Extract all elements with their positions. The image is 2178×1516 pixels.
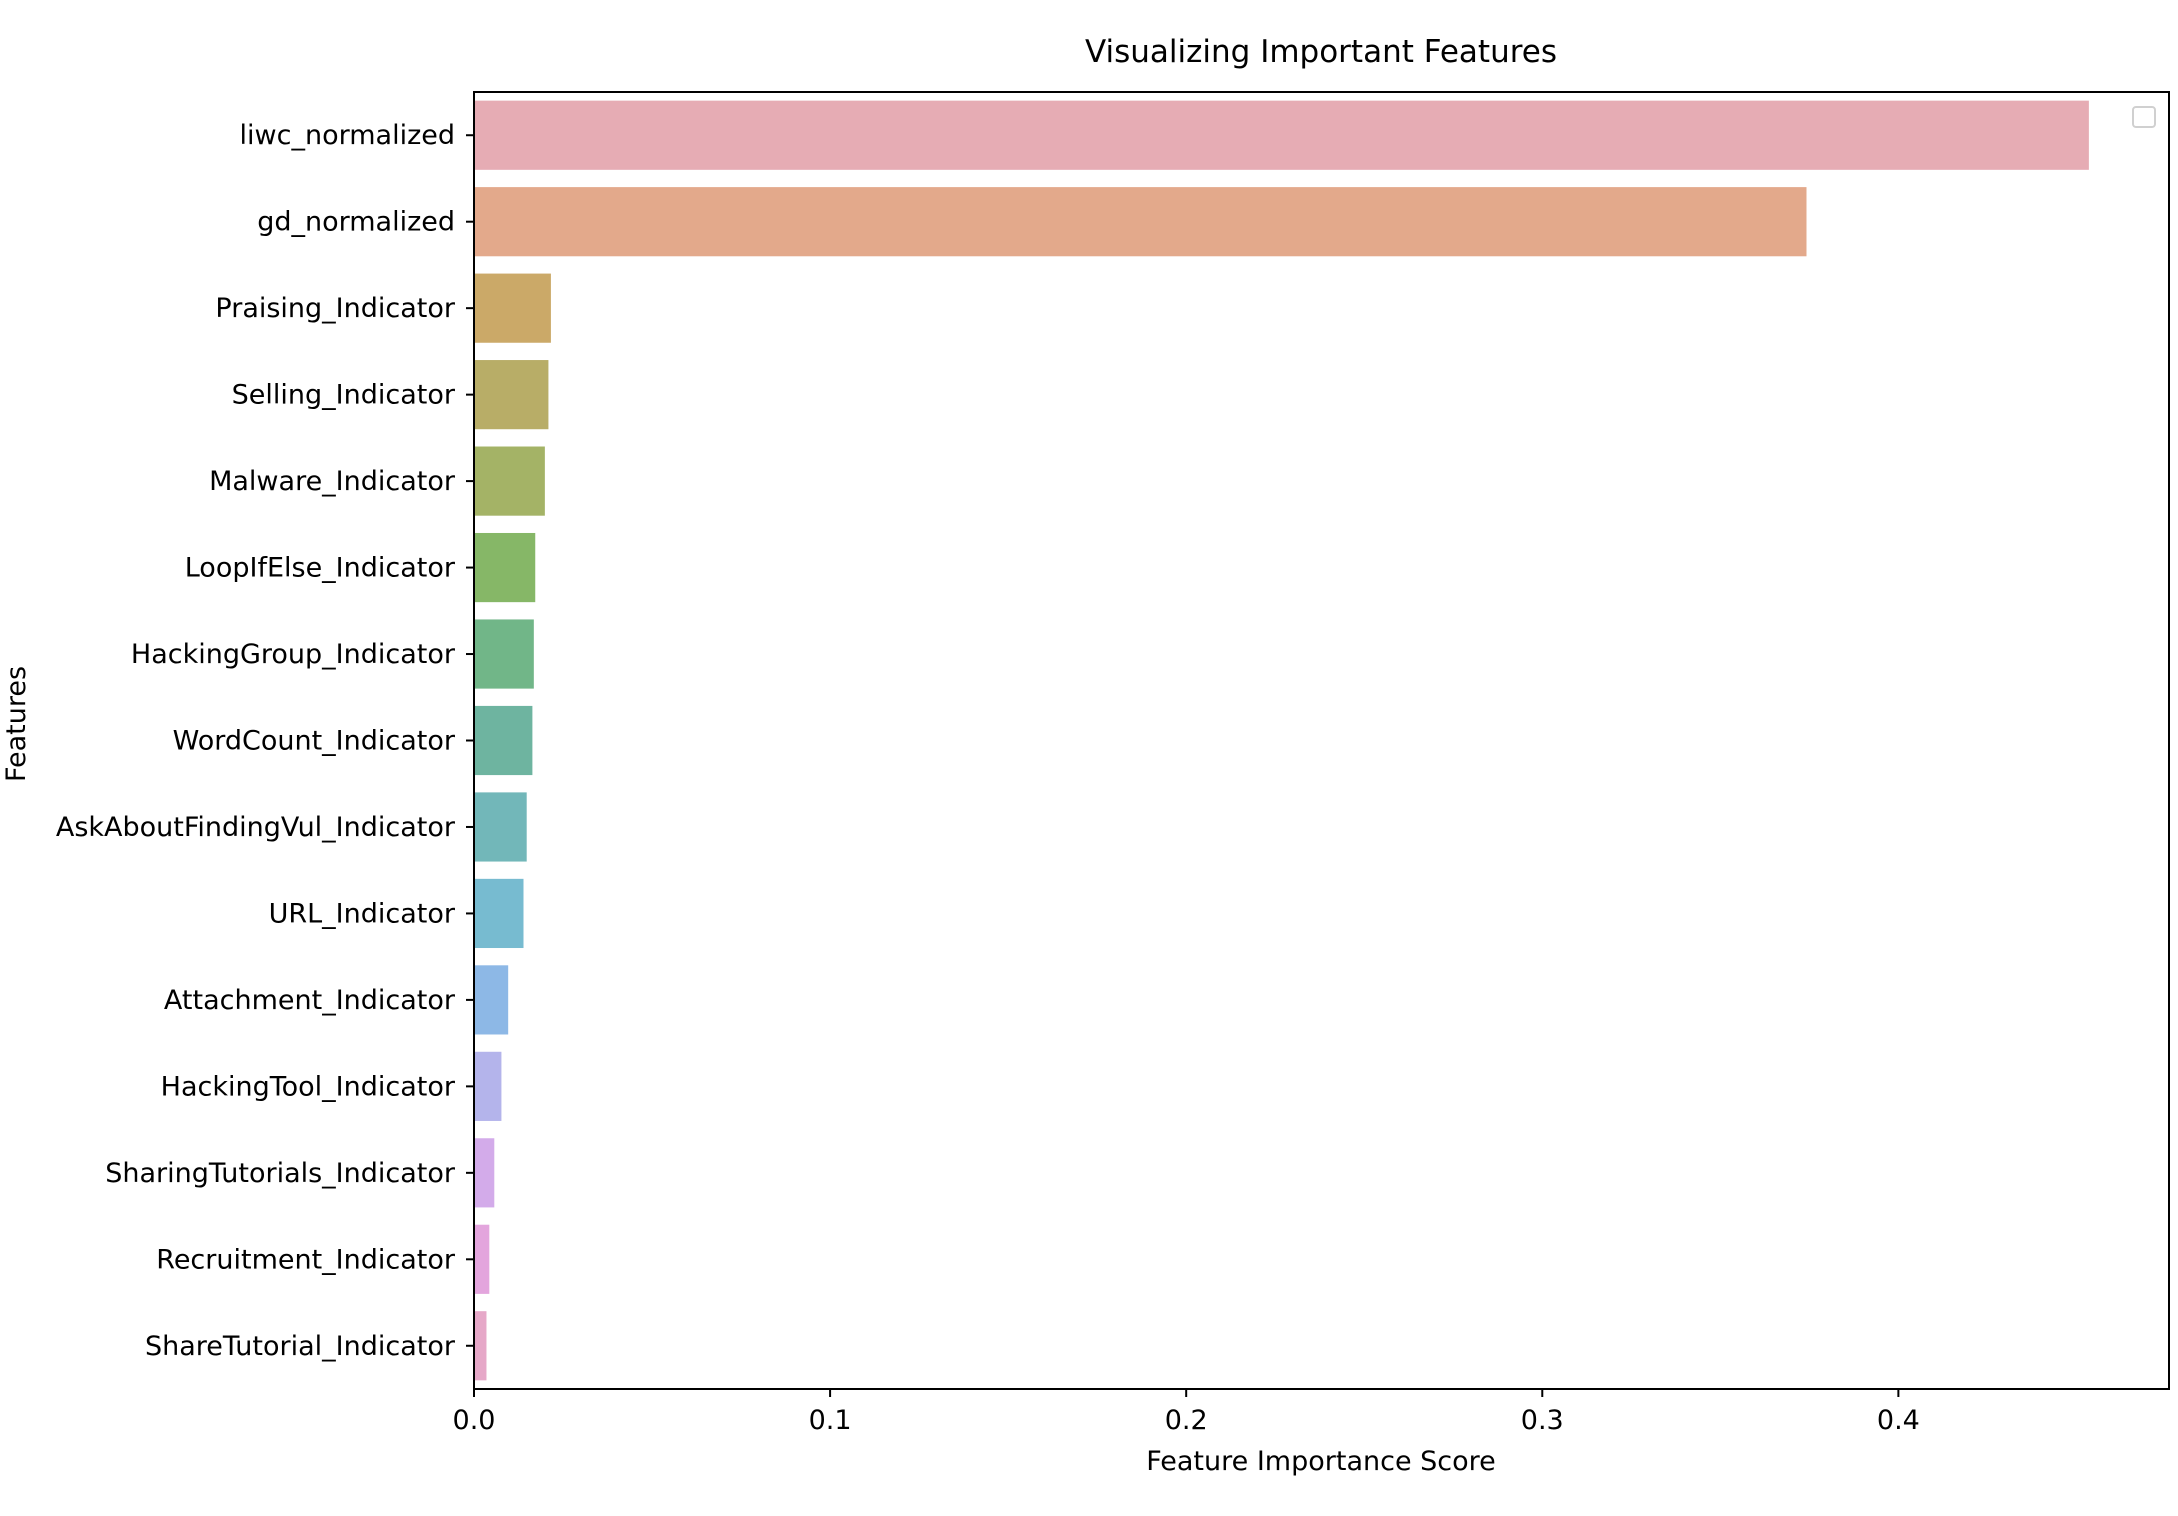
bars-group: [474, 100, 2089, 1381]
y-tick-label: Praising_Indicator: [215, 293, 455, 324]
bar-AskAboutFindingVul_Indicator: [474, 792, 527, 862]
y-tick-label: Recruitment_Indicator: [156, 1244, 456, 1275]
bar-HackingGroup_Indicator: [474, 619, 534, 689]
bar-Selling_Indicator: [474, 360, 549, 430]
bar-URL_Indicator: [474, 878, 524, 949]
y-tick-labels: liwc_normalized gd_normalized Praising_Ind…: [56, 120, 474, 1362]
x-tick-label: 0.3: [1521, 1405, 1564, 1436]
plot-frame: [473, 91, 2170, 1390]
y-tick-label: SharingTutorials_Indicator: [105, 1158, 456, 1189]
bar-Malware_Indicator: [474, 446, 545, 516]
y-tick-label: LoopIfElse_Indicator: [185, 553, 456, 584]
chart-title: Visualizing Important Features: [1085, 34, 1557, 70]
bar-ShareTutorial_Indicator: [474, 1311, 487, 1381]
y-tick-label: HackingTool_Indicator: [161, 1071, 456, 1102]
y-tick-label: WordCount_Indicator: [173, 726, 456, 757]
bar-Recruitment_Indicator: [474, 1224, 490, 1294]
bar-gd_normalized: [474, 187, 1807, 257]
bar-LoopIfElse_Indicator: [474, 532, 536, 603]
y-tick-label: ShareTutorial_Indicator: [145, 1331, 456, 1362]
y-tick-label: AskAboutFindingVul_Indicator: [56, 812, 456, 843]
bar-Attachment_Indicator: [474, 965, 509, 1035]
bar-liwc_normalized: [474, 100, 2089, 170]
legend-box: [2132, 106, 2156, 128]
y-tick-label: gd_normalized: [257, 207, 455, 238]
x-axis-label: Feature Importance Score: [1146, 1446, 1496, 1477]
y-tick-label: Selling_Indicator: [232, 380, 456, 411]
x-tick-label: 0.2: [1165, 1405, 1208, 1436]
bar-HackingTool_Indicator: [474, 1051, 502, 1121]
bar-WordCount_Indicator: [474, 705, 533, 776]
y-tick-label: Attachment_Indicator: [164, 985, 456, 1016]
bar-SharingTutorials_Indicator: [474, 1138, 495, 1208]
y-tick-label: Malware_Indicator: [209, 466, 456, 497]
x-tick-label: 0.4: [1877, 1405, 1920, 1436]
y-axis-label: Features: [1, 666, 32, 782]
y-tick-label: URL_Indicator: [269, 898, 456, 929]
bar-Praising_Indicator: [474, 273, 551, 343]
x-ticks: 0.0 0.1 0.2 0.3 0.4: [453, 1389, 1920, 1436]
x-tick-label: 0.1: [809, 1405, 852, 1436]
x-tick-label: 0.0: [453, 1405, 496, 1436]
y-tick-label: liwc_normalized: [240, 120, 455, 151]
y-tick-label: HackingGroup_Indicator: [131, 639, 456, 670]
